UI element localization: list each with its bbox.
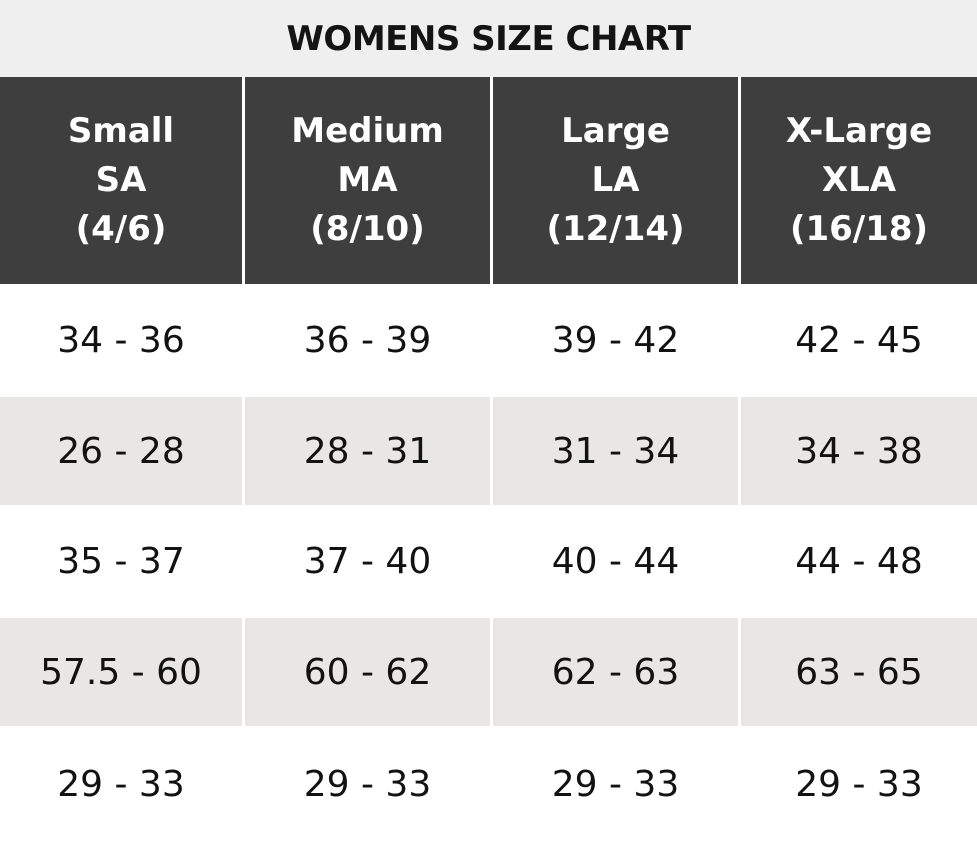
header-medium-code: MA [337,160,398,200]
header-x-large-sizes: (16/18) [789,209,929,249]
header-medium-sizes: (8/10) [310,209,425,249]
header-large-name: Large [561,111,670,151]
header-large-sizes: (12/14) [546,209,685,249]
table-cell: 40 - 44 [490,505,738,618]
header-small-sizes: (4/6) [75,209,167,249]
table-cell: 42 - 45 [738,284,977,397]
table-cell: 57.5 - 60 [0,618,242,726]
table-cell: 29 - 33 [242,726,490,865]
table-cell: 60 - 62 [242,618,490,726]
table-cell: 63 - 65 [738,618,977,726]
table-cell: 28 - 31 [242,397,490,505]
table-cell: 62 - 63 [490,618,738,726]
table-cell: 39 - 42 [490,284,738,397]
header-small: Small SA (4/6) [0,77,242,284]
header-large: Large LA (12/14) [490,77,738,284]
table-cell: 35 - 37 [0,505,242,618]
table-cell: 34 - 38 [738,397,977,505]
header-large-code: LA [591,160,640,200]
table-cell: 44 - 48 [738,505,977,618]
header-small-name: Small [67,111,175,151]
table-cell: 36 - 39 [242,284,490,397]
header-x-large: X-Large XLA (16/18) [738,77,977,284]
title-bar: WOMENS SIZE CHART [0,0,977,77]
table-cell: 34 - 36 [0,284,242,397]
table-cell: 26 - 28 [0,397,242,505]
table-cell: 29 - 33 [0,726,242,865]
table-cell: 29 - 33 [738,726,977,865]
table-cell: 37 - 40 [242,505,490,618]
table-cell: 29 - 33 [490,726,738,865]
chart-title: WOMENS SIZE CHART [286,18,691,59]
header-small-code: SA [95,160,147,200]
table-cell: 31 - 34 [490,397,738,505]
header-medium-name: Medium [291,111,444,151]
header-x-large-code: XLA [821,160,897,200]
size-chart-table: Small SA (4/6) Medium MA (8/10) Large LA… [0,77,977,865]
header-medium: Medium MA (8/10) [242,77,490,284]
header-x-large-name: X-Large [785,111,933,151]
